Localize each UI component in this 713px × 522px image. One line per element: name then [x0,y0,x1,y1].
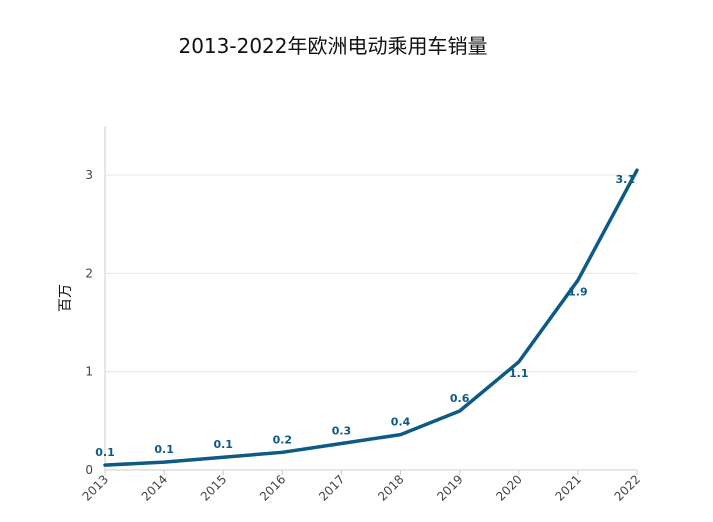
y-tick-label: 2 [85,266,93,280]
x-tick-label: 2017 [316,472,347,503]
x-tick-label: 2020 [493,472,524,503]
gridlines [105,174,637,373]
data-label: 0.3 [332,424,352,437]
x-tick-label: 2022 [612,472,643,503]
x-tick-label: 2019 [434,472,465,503]
data-label: 0.4 [391,416,411,429]
data-label: 0.2 [273,433,293,446]
chart-title: 2013-2022年欧洲电动乘用车销量 [178,34,488,58]
data-label: 3.1 [616,173,636,186]
x-tick-label: 2021 [553,472,584,503]
data-label: 0.1 [213,438,233,451]
x-tick-label: 2014 [139,472,170,503]
y-tick-label: 1 [85,365,93,379]
y-tick-labels: 0 1 2 3 [85,168,93,477]
data-label: 1.9 [568,285,588,298]
x-tick-labels: 2013 2014 2015 2016 2017 2018 2019 2020 2021 2022 [80,470,643,504]
y-tick-label: 3 [85,168,93,182]
y-tick-label: 0 [85,463,93,477]
x-tick-label: 2016 [257,472,288,503]
y-axis-label: 百万 [58,284,74,312]
x-tick-label: 2013 [80,472,111,503]
data-label: 1.1 [509,367,529,380]
data-label: 0.1 [154,443,174,456]
x-tick-label: 2015 [198,472,229,503]
data-labels: 0.1 0.1 0.1 0.2 0.3 0.4 0.6 1.1 1.9 3.1 [95,173,635,459]
x-tick-label: 2018 [375,472,406,503]
data-label: 0.1 [95,446,115,459]
series-line [103,168,639,467]
series-line-group [103,168,639,467]
data-label: 0.6 [450,392,470,405]
